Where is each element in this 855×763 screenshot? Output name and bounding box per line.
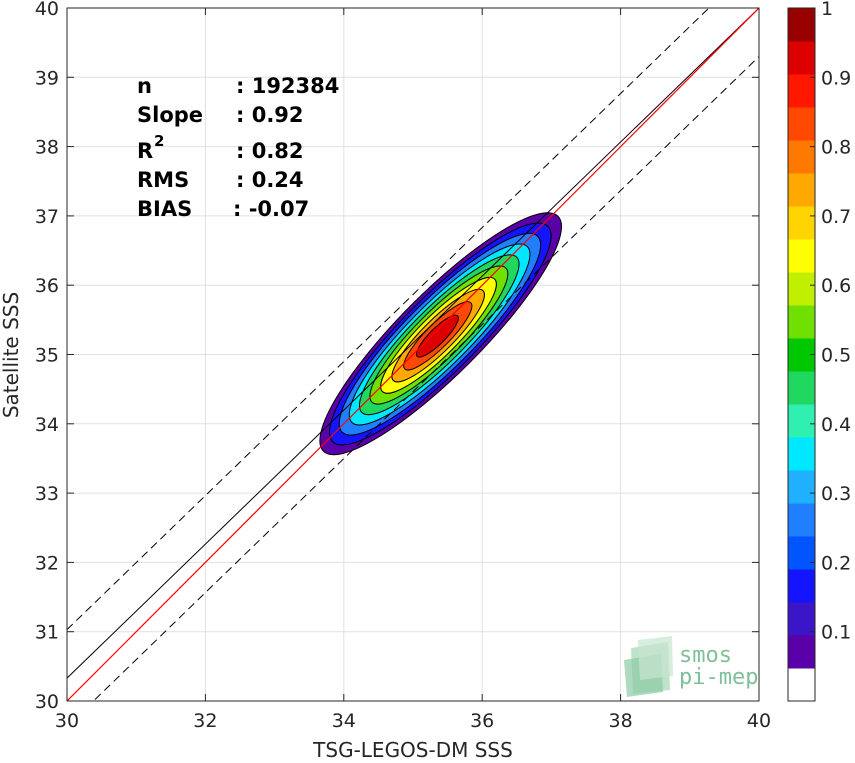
colorbar-tick-label: 0.4 <box>821 414 851 436</box>
colorbar-segment <box>788 470 815 504</box>
colorbar-segment <box>788 41 815 75</box>
grid <box>66 7 760 702</box>
density-contour-level <box>415 314 459 358</box>
colorbar-tick-label: 0.7 <box>821 206 851 228</box>
stat-r2-value: : 0.82 <box>236 139 304 163</box>
stat-n-value: : 192384 <box>236 74 339 98</box>
stat-bias-value: : -0.07 <box>233 197 309 221</box>
density-contours <box>319 212 563 456</box>
colorbar-segment <box>788 140 815 174</box>
stat-rms-value: : 0.24 <box>236 168 304 192</box>
axis-ticks: 30 32 34 36 38 40 30 31 32 33 34 35 36 37 38 39 40 <box>35 0 771 732</box>
colorbar-tick-label: 0.1 <box>821 622 851 644</box>
colorbar: 0.1 0.2 0.3 0.4 0.5 0.6 0.7 0.8 0.9 1 <box>788 0 851 702</box>
colorbar-segment <box>788 8 815 42</box>
y-tick-label: 33 <box>35 483 59 505</box>
stat-r2-label: R <box>137 139 153 163</box>
logo-mark-icon <box>624 636 673 697</box>
stat-bias-label: BIAS <box>137 197 192 221</box>
colorbar-segment <box>788 569 815 603</box>
colorbar-segment <box>788 536 815 570</box>
y-tick-label: 31 <box>35 622 59 644</box>
colorbar-segment <box>788 206 815 240</box>
colorbar-tick-label: 0.8 <box>821 137 851 159</box>
colorbar-segment <box>788 107 815 141</box>
y-tick-label: 32 <box>35 552 59 574</box>
stat-slope-label: Slope <box>137 103 203 127</box>
y-tick-label: 38 <box>35 137 59 159</box>
stat-slope-value: : 0.92 <box>236 103 304 127</box>
colorbar-segment <box>788 437 815 471</box>
stat-n-label: n <box>137 74 152 98</box>
colorbar-segment <box>788 272 815 306</box>
colorbar-segment <box>788 371 815 405</box>
logo-line-1: smos <box>679 643 732 668</box>
colorbar-segment <box>788 503 815 537</box>
y-tick-label: 35 <box>35 345 59 367</box>
y-tick-label: 34 <box>35 414 59 436</box>
x-tick-label: 40 <box>747 710 771 732</box>
colorbar-segment <box>788 602 815 636</box>
identity-line <box>67 8 759 701</box>
regression-line <box>67 8 759 679</box>
colorbar-frame <box>787 7 816 702</box>
colorbar-segment <box>788 239 815 273</box>
x-tick-label: 36 <box>470 710 494 732</box>
y-tick-label: 39 <box>35 67 59 89</box>
lower-bound-line <box>92 56 759 701</box>
logo-line-2: pi-mep <box>679 665 758 690</box>
y-tick-label: 30 <box>35 691 59 713</box>
colorbar-tick-label: 0.2 <box>821 552 851 574</box>
colorbar-tick-label: 1 <box>821 0 833 20</box>
reference-lines <box>67 8 759 701</box>
x-tick-label: 38 <box>609 710 633 732</box>
colorbar-tick-label: 0.3 <box>821 483 851 505</box>
stat-r2-superscript: 2 <box>154 132 164 150</box>
colorbar-segment <box>788 173 815 207</box>
colorbar-tick-label: 0.5 <box>821 345 851 367</box>
colorbar-segment <box>788 635 815 669</box>
colorbar-tick-label: 0.6 <box>821 275 851 297</box>
stat-rms-label: RMS <box>137 168 189 192</box>
smos-pi-mep-logo: smos pi-mep <box>624 636 758 697</box>
y-tick-label: 36 <box>35 275 59 297</box>
colorbar-segment <box>788 404 815 438</box>
stats-box: n : 192384 Slope : 0.92 R 2 : 0.82 RMS :… <box>137 74 339 221</box>
x-axis-label: TSG-LEGOS-DM SSS <box>312 738 513 762</box>
colorbar-segment <box>788 74 815 108</box>
x-tick-label: 34 <box>332 710 356 732</box>
x-tick-label: 30 <box>55 710 79 732</box>
y-axis-label: Satellite SSS <box>0 292 23 418</box>
y-tick-label: 37 <box>35 206 59 228</box>
x-tick-label: 32 <box>193 710 217 732</box>
colorbar-segment <box>788 668 815 702</box>
y-tick-label: 40 <box>35 0 59 20</box>
colorbar-segment <box>788 305 815 339</box>
upper-bound-line <box>67 8 710 630</box>
colorbar-tick-label: 0.9 <box>821 67 851 89</box>
